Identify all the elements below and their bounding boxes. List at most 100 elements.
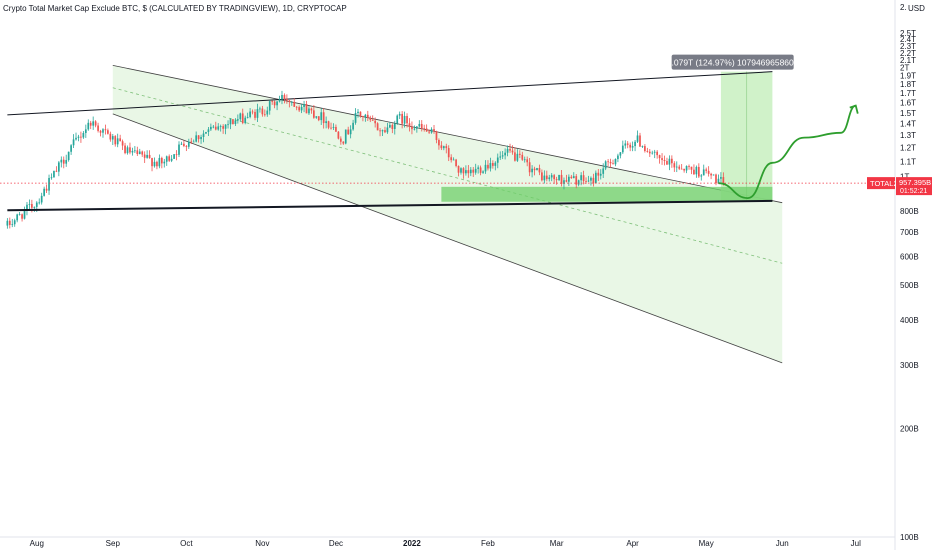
channel-lower-line[interactable] <box>112 113 783 364</box>
candle-body <box>587 180 590 182</box>
y-tick-label: 1.4T <box>900 120 916 129</box>
candle <box>134 146 136 153</box>
candle-body <box>89 122 92 126</box>
candle-body <box>406 115 408 124</box>
candle <box>195 131 198 143</box>
y-tick-label: 1.9T <box>900 72 916 81</box>
y-tick-label: 1.2T <box>900 144 916 153</box>
candle <box>587 175 590 183</box>
candle <box>75 132 77 141</box>
candle <box>715 173 717 186</box>
candle-body <box>143 154 146 158</box>
candle <box>651 150 654 155</box>
candle <box>420 120 423 132</box>
candle-body <box>384 130 386 133</box>
candle <box>300 103 303 114</box>
candle <box>379 127 381 137</box>
candle <box>222 124 224 134</box>
candle-body <box>607 161 609 163</box>
y-tick-label: 2.4T <box>900 35 916 44</box>
candle-body <box>124 145 126 154</box>
candle <box>668 155 671 171</box>
candle-body <box>680 168 683 170</box>
candle-body <box>217 126 220 130</box>
candle-body <box>347 129 350 135</box>
candle-body <box>580 175 582 181</box>
candle-body <box>403 115 406 124</box>
candle-body <box>558 174 560 181</box>
candle <box>303 100 305 113</box>
candle <box>384 126 386 134</box>
candle <box>548 174 551 182</box>
candle-body <box>423 128 426 130</box>
candle-body <box>646 151 649 152</box>
candle <box>65 154 68 167</box>
x-axis[interactable]: Aug Sep Oct Nov Dec 2022 Feb Mar Apr May Jun Jul <box>0 536 895 548</box>
candle-body <box>18 214 21 216</box>
candle-body <box>521 154 524 160</box>
candle-body <box>636 135 639 142</box>
candle-body <box>389 125 391 128</box>
candle <box>229 118 232 130</box>
candle-body <box>465 170 467 174</box>
candle <box>599 169 602 180</box>
candle-body <box>374 120 377 124</box>
candle-body <box>205 132 207 134</box>
candle-body <box>548 177 551 180</box>
candle <box>447 145 450 162</box>
candle <box>683 168 685 173</box>
candle <box>141 150 144 157</box>
candle <box>11 218 14 228</box>
candle-body <box>379 130 381 132</box>
demand-zone[interactable] <box>441 186 773 202</box>
candle-body <box>180 143 183 145</box>
candle <box>501 150 504 160</box>
candle-body <box>538 168 541 173</box>
candle-body <box>38 202 41 204</box>
candle-body <box>401 113 403 124</box>
candle <box>214 121 217 131</box>
candle-body <box>227 124 229 126</box>
candle <box>582 170 585 185</box>
candle <box>48 174 50 195</box>
candle <box>315 116 318 119</box>
candle-body <box>104 129 107 131</box>
candle-body <box>440 145 443 149</box>
ascending-trendline[interactable] <box>7 71 773 116</box>
y-axis[interactable]: 100B 200B 300B 400B 500B 600B 700B 800B 1T 1.1T 1.… <box>894 0 925 550</box>
candle-body <box>438 139 440 146</box>
candle-body <box>335 126 337 132</box>
candle-body <box>474 168 477 173</box>
candle <box>666 157 668 166</box>
candle <box>288 99 291 108</box>
candle <box>575 174 578 189</box>
candle-body <box>84 129 87 133</box>
projection-arrowhead-icon <box>849 104 859 114</box>
y-tick-label: 2. <box>900 3 907 12</box>
candle <box>347 126 350 135</box>
candle-body <box>597 172 600 176</box>
y-axis-unit: USD <box>908 4 925 13</box>
candle-body <box>281 94 283 100</box>
overlays-layer: 1.079T (124.97%) 1079469658608 <box>0 54 895 212</box>
candle-body <box>531 168 533 173</box>
candle-body <box>28 204 31 205</box>
candle-body <box>499 156 502 158</box>
candle <box>183 140 185 148</box>
candle-body <box>158 157 161 167</box>
candle-body <box>244 117 247 124</box>
channel-upper-line[interactable] <box>112 64 783 204</box>
candle <box>418 120 421 128</box>
candle-body <box>656 151 659 156</box>
candle <box>415 125 418 133</box>
channel-midline[interactable] <box>112 87 783 264</box>
candle-body <box>712 174 715 176</box>
candle <box>151 157 153 172</box>
candle-body <box>482 171 484 173</box>
candle-body <box>290 101 293 103</box>
projection-path[interactable] <box>718 104 857 200</box>
last-price-tag: TOTAL2 957.395B 01:52:21 <box>867 177 932 196</box>
candle-body <box>487 164 489 169</box>
support-line[interactable] <box>7 199 773 212</box>
